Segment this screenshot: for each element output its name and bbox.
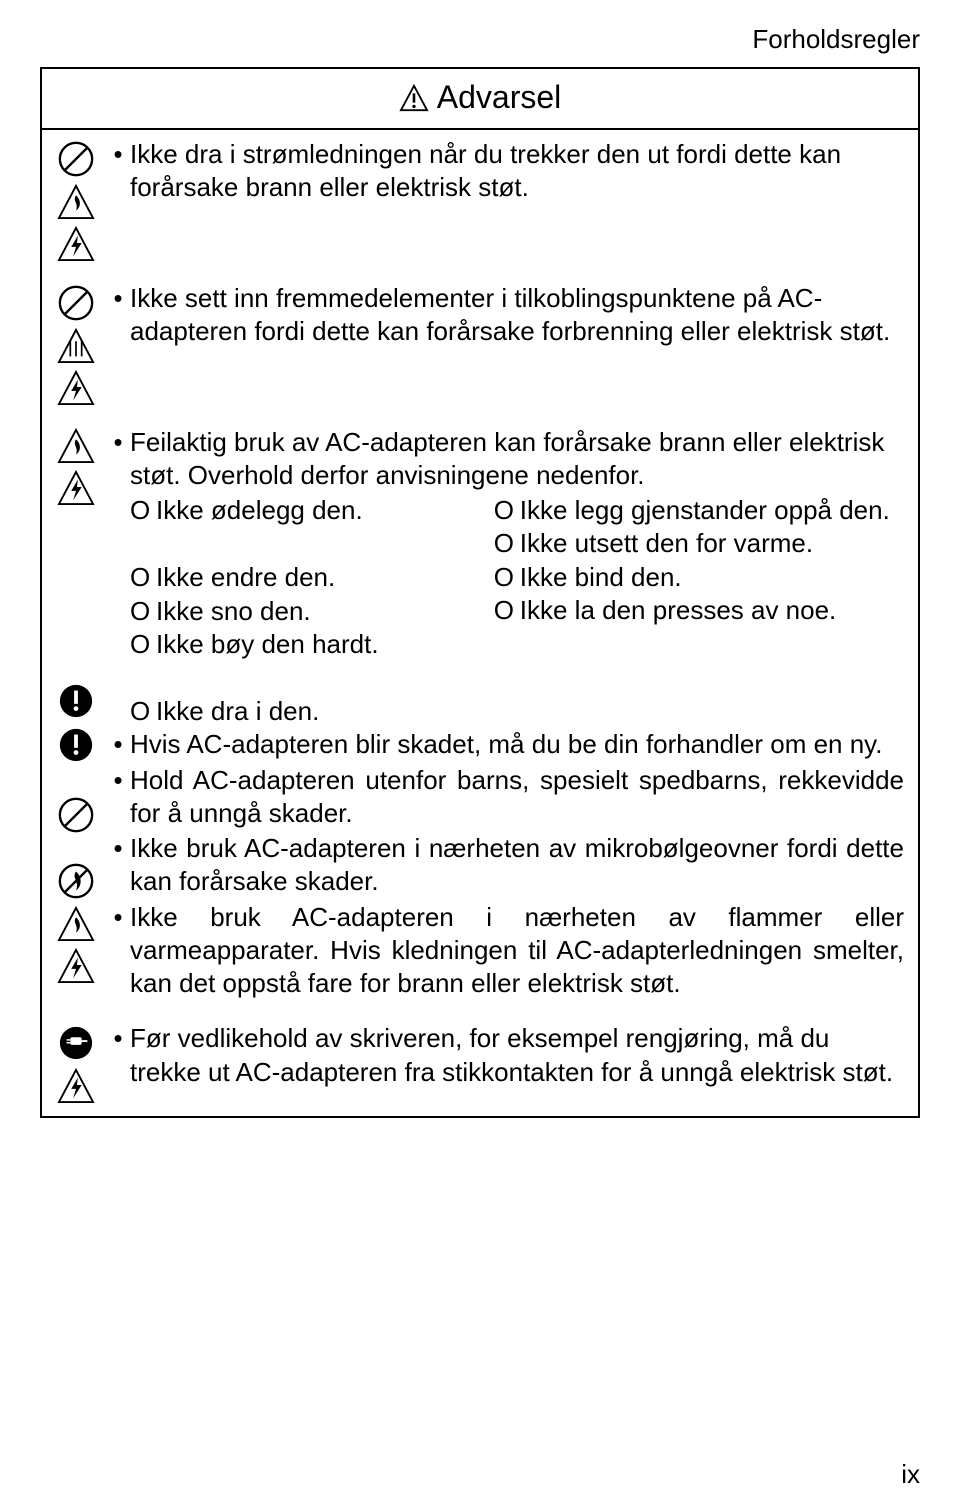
warning-title-text: Advarsel xyxy=(437,79,562,116)
bullet-mark: • xyxy=(106,901,130,1001)
icon-column-1 xyxy=(42,130,106,274)
page-number: ix xyxy=(901,1459,920,1490)
o-item: Ikke legg gjenstander oppå den. xyxy=(520,494,904,527)
shock-warning-icon xyxy=(57,948,95,984)
bullet-text: Ikke bruk AC-adapteren i nærheten av mik… xyxy=(130,832,904,899)
page-header: Forholdsregler xyxy=(40,24,920,55)
prohibit-icon xyxy=(57,796,95,834)
mandatory-icon xyxy=(57,726,95,764)
warning-title-row: Advarsel xyxy=(42,69,918,130)
section-2: • Ikke sett inn fremmedelementer i tilko… xyxy=(42,274,918,418)
icon-column-3 xyxy=(42,418,106,1009)
no-flame-icon xyxy=(57,862,95,900)
bullet-text: Hold AC-adapteren utenfor barns, spesiel… xyxy=(130,764,904,831)
text-col-4: • Før vedlikehold av skriveren, for ekse… xyxy=(106,1014,918,1116)
o-item: Ikke endre den. xyxy=(156,561,494,594)
bullet-text: Før vedlikehold av skriveren, for eksemp… xyxy=(130,1022,904,1089)
section-4: • Før vedlikehold av skriveren, for ekse… xyxy=(42,1008,918,1116)
right-o-col: OIkke legg gjenstander oppå den. OIkke u… xyxy=(494,494,904,728)
section-1: • Ikke dra i strømledningen når du trekk… xyxy=(42,130,918,274)
o-item: Ikke dra i den. xyxy=(156,695,494,728)
heat-warning-icon xyxy=(57,328,95,364)
warning-icon xyxy=(399,84,429,112)
fire-warning-icon xyxy=(57,184,95,220)
left-o-col: OIkke ødelegg den. OIkke endre den. OIkk… xyxy=(130,494,494,728)
bullet-lead: Feilaktig bruk av AC-adapteren kan forår… xyxy=(130,426,904,493)
icon-column-4 xyxy=(42,1014,106,1116)
shock-warning-icon xyxy=(57,470,95,506)
text-col-1: • Ikke dra i strømledningen når du trekk… xyxy=(106,130,918,274)
o-item: Ikke bind den. xyxy=(520,561,904,594)
prohibit-icon xyxy=(57,284,95,322)
icon-column-2 xyxy=(42,274,106,418)
o-item: Ikke utsett den for varme. xyxy=(520,527,904,560)
warning-box: Advarsel • Ikke dra i strømledningen når… xyxy=(40,67,920,1118)
bullet-mark: • xyxy=(106,1022,130,1089)
bullet-text: Ikke sett inn fremmedelementer i tilkobl… xyxy=(130,282,904,349)
text-col-2: • Ikke sett inn fremmedelementer i tilko… xyxy=(106,274,918,418)
fire-warning-icon xyxy=(57,428,95,464)
shock-warning-icon xyxy=(57,226,95,262)
bullet-mark: • xyxy=(106,282,130,349)
shock-warning-icon xyxy=(57,1068,95,1104)
prohibit-icon xyxy=(57,140,95,178)
fire-warning-icon xyxy=(57,906,95,942)
bullet-text: Ikke bruk AC-adapteren i nærheten av fla… xyxy=(130,901,904,1001)
mandatory-icon xyxy=(57,682,95,720)
section-3: • Feilaktig bruk av AC-adapteren kan for… xyxy=(42,418,918,1009)
bullet-mark: • xyxy=(106,426,130,493)
shock-warning-icon xyxy=(57,370,95,406)
bullet-mark: • xyxy=(106,728,130,761)
o-item: Ikke bøy den hardt. xyxy=(156,628,494,661)
bullet-text: Ikke dra i strømledningen når du trekker… xyxy=(130,138,904,205)
text-col-3: • Feilaktig bruk av AC-adapteren kan for… xyxy=(106,418,918,1009)
unplug-icon xyxy=(57,1024,95,1062)
o-item: Ikke ødelegg den. xyxy=(156,494,494,527)
bullet-text: Hvis AC-adapteren blir skadet, må du be … xyxy=(130,728,904,761)
bullet-mark: • xyxy=(106,764,130,831)
bullet-mark: • xyxy=(106,138,130,205)
o-item: Ikke la den presses av noe. xyxy=(520,594,904,627)
bullet-mark: • xyxy=(106,832,130,899)
o-item: Ikke sno den. xyxy=(156,595,494,628)
